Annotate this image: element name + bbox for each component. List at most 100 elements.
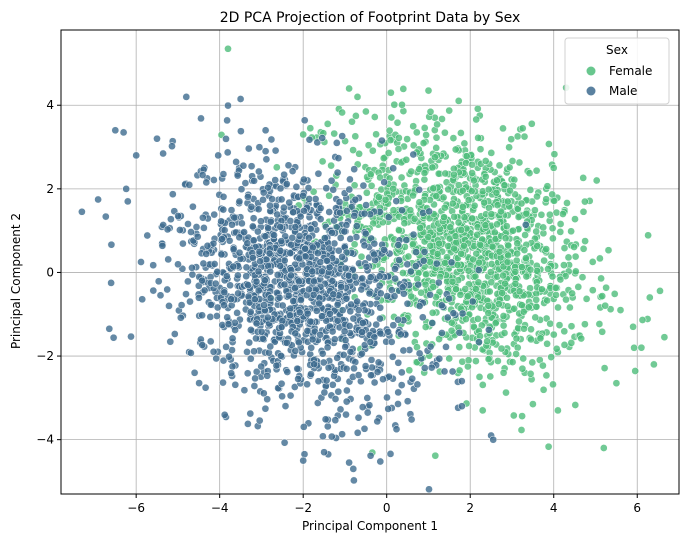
point-female bbox=[571, 215, 579, 223]
point-female bbox=[560, 341, 569, 349]
point-female bbox=[472, 115, 481, 124]
point-female bbox=[501, 234, 510, 243]
axis-ticks: −6 −4 −2 0 2 4 6 −4 −2 0 2 4 bbox=[36, 98, 641, 515]
point-female bbox=[490, 228, 499, 237]
point-male bbox=[366, 451, 375, 460]
point-female bbox=[497, 344, 506, 353]
point-male bbox=[389, 321, 398, 330]
point-male bbox=[313, 399, 322, 407]
point-male bbox=[299, 191, 307, 200]
point-female bbox=[420, 175, 429, 184]
point-male bbox=[333, 168, 342, 177]
point-female bbox=[478, 406, 487, 415]
point-female bbox=[598, 292, 607, 300]
point-male bbox=[137, 258, 145, 266]
point-male bbox=[338, 430, 346, 439]
point-female bbox=[399, 269, 407, 277]
point-male bbox=[273, 271, 282, 279]
point-female bbox=[596, 254, 604, 263]
point-male bbox=[312, 306, 321, 315]
point-female bbox=[532, 227, 541, 236]
point-female bbox=[509, 226, 517, 235]
point-male bbox=[414, 280, 423, 289]
point-female bbox=[511, 190, 519, 199]
point-female bbox=[450, 212, 459, 221]
point-male bbox=[438, 329, 446, 337]
point-female bbox=[578, 273, 587, 282]
point-male bbox=[188, 270, 197, 279]
plot-frame bbox=[60, 29, 680, 495]
point-female bbox=[527, 325, 535, 334]
point-female bbox=[449, 134, 458, 142]
point-male bbox=[373, 417, 382, 426]
point-male bbox=[324, 363, 333, 372]
point-male bbox=[394, 358, 403, 367]
point-male bbox=[289, 208, 298, 217]
point-male bbox=[403, 397, 412, 406]
point-female bbox=[458, 186, 467, 195]
point-female bbox=[537, 285, 546, 294]
point-female bbox=[595, 320, 604, 328]
point-female bbox=[421, 280, 430, 289]
legend-marker-female bbox=[586, 66, 596, 76]
point-male bbox=[521, 220, 530, 229]
point-male bbox=[297, 296, 305, 304]
point-male bbox=[373, 368, 382, 376]
point-female bbox=[556, 228, 565, 236]
point-male bbox=[282, 338, 291, 347]
point-male bbox=[305, 234, 313, 242]
point-male bbox=[434, 278, 443, 287]
point-female bbox=[486, 268, 495, 276]
point-female bbox=[579, 244, 588, 253]
point-female bbox=[487, 149, 496, 157]
point-male bbox=[259, 389, 268, 398]
point-female bbox=[441, 259, 449, 267]
point-male bbox=[280, 203, 288, 212]
point-male bbox=[384, 213, 393, 222]
point-female bbox=[597, 274, 605, 283]
point-female bbox=[441, 169, 450, 178]
point-female bbox=[588, 286, 597, 295]
point-male bbox=[259, 195, 267, 204]
point-female bbox=[429, 184, 438, 193]
point-male bbox=[261, 232, 270, 241]
point-male bbox=[295, 232, 304, 240]
point-male bbox=[283, 368, 292, 376]
point-male bbox=[280, 170, 288, 179]
point-female bbox=[323, 120, 332, 128]
point-male bbox=[333, 300, 342, 309]
point-male bbox=[192, 223, 201, 231]
point-male bbox=[239, 161, 248, 170]
point-male bbox=[229, 245, 238, 254]
point-male bbox=[227, 295, 235, 304]
point-male bbox=[391, 274, 399, 283]
point-male bbox=[332, 139, 341, 147]
point-male bbox=[307, 370, 315, 378]
point-male bbox=[168, 142, 176, 151]
point-male bbox=[376, 329, 385, 338]
point-female bbox=[539, 361, 547, 370]
point-male bbox=[220, 288, 229, 297]
point-female bbox=[272, 163, 281, 172]
point-male bbox=[200, 224, 208, 232]
point-male bbox=[165, 302, 173, 310]
point-female bbox=[549, 164, 558, 172]
point-male bbox=[374, 358, 383, 367]
point-male bbox=[291, 329, 300, 338]
point-male bbox=[174, 212, 182, 220]
point-male bbox=[316, 330, 324, 339]
point-male bbox=[217, 217, 225, 226]
point-male bbox=[188, 263, 196, 272]
point-female bbox=[547, 252, 556, 260]
point-male bbox=[249, 214, 258, 223]
point-female bbox=[367, 181, 376, 190]
point-male bbox=[358, 349, 366, 358]
point-male bbox=[203, 241, 212, 250]
point-female bbox=[224, 44, 232, 53]
point-male bbox=[287, 240, 296, 249]
point-male bbox=[394, 388, 403, 397]
point-male bbox=[252, 277, 261, 286]
point-male bbox=[235, 248, 244, 257]
point-female bbox=[546, 210, 554, 219]
point-male bbox=[449, 309, 458, 318]
